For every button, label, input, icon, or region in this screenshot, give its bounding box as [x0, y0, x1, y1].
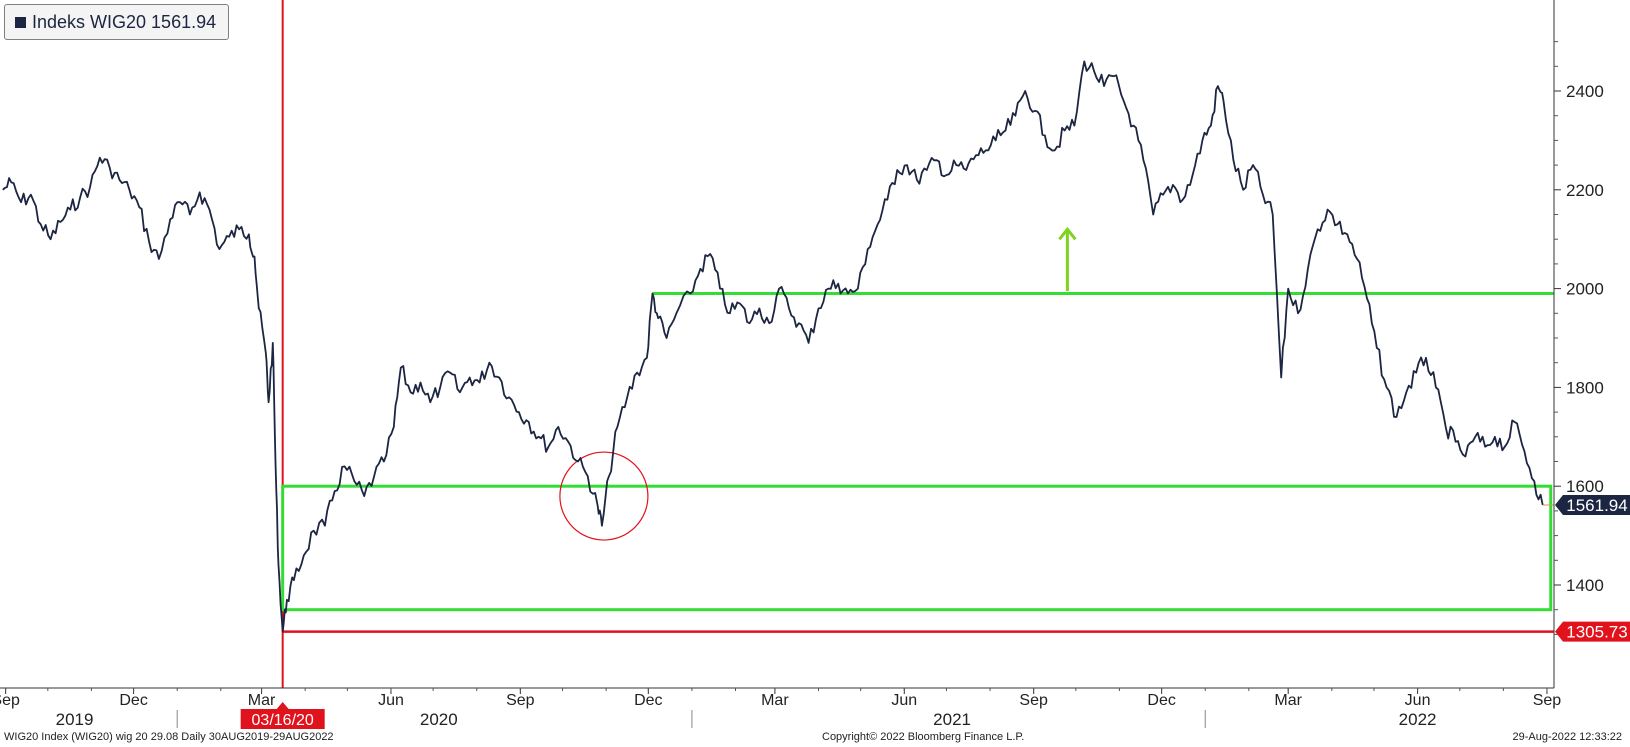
event-date-pointer — [276, 702, 289, 709]
x-tick-label: Jun — [891, 692, 917, 709]
last-price-tag-label: 1561.94 — [1566, 496, 1627, 515]
x-tick-label: Mar — [1274, 692, 1302, 709]
x-tick-label: Mar — [248, 692, 276, 709]
series-line-wig20 — [2, 60, 1544, 633]
footer-copyright: Copyright© 2022 Bloomberg Finance L.P. — [822, 731, 1025, 743]
x-tick-label: Sep — [1533, 692, 1562, 709]
footer-security-info: WIG20 Index (WIG20) wig 20 29.08 Daily 3… — [4, 731, 334, 743]
last-price-tag-shape — [1555, 495, 1630, 516]
y-tick-label: 2000 — [1566, 280, 1604, 299]
year-label: 2022 — [1399, 710, 1437, 729]
legend: Indeks WIG20 1561.94 — [4, 4, 230, 40]
legend-swatch — [15, 16, 26, 28]
x-tick-label: Dec — [1147, 692, 1175, 709]
y-tick-label: 2400 — [1566, 82, 1604, 101]
x-tick-label: Sep — [1019, 692, 1048, 709]
x-tick-label: Dec — [634, 692, 662, 709]
footer-timestamp: 29-Aug-2022 12:33:22 — [1512, 731, 1622, 743]
y-tick-label: 1800 — [1566, 378, 1604, 397]
x-tick-label: Jun — [378, 692, 404, 709]
event-date-label: 03/16/20 — [252, 712, 314, 729]
y-tick-label: 1600 — [1566, 477, 1604, 496]
x-tick-label: Dec — [119, 692, 147, 709]
low-price-tag-shape — [1555, 621, 1630, 642]
up-arrow-head — [1058, 226, 1077, 241]
event-date-tag — [240, 709, 325, 729]
year-label: 2021 — [933, 710, 971, 729]
y-tick-label: 2200 — [1566, 181, 1604, 200]
low-price-tag-label: 1305.73 — [1566, 623, 1627, 642]
x-tick-label: Sep — [0, 692, 20, 709]
y-tick-label: 1400 — [1566, 576, 1604, 595]
legend-label: Indeks WIG20 1561.94 — [32, 11, 217, 32]
support-box — [281, 484, 1553, 612]
x-tick-label: Jun — [1405, 692, 1431, 709]
x-tick-label: Sep — [506, 692, 535, 709]
year-label: 2020 — [420, 710, 458, 729]
x-tick-label: Mar — [761, 692, 789, 709]
highlight-circle — [559, 451, 649, 541]
year-label: 2019 — [56, 710, 94, 729]
